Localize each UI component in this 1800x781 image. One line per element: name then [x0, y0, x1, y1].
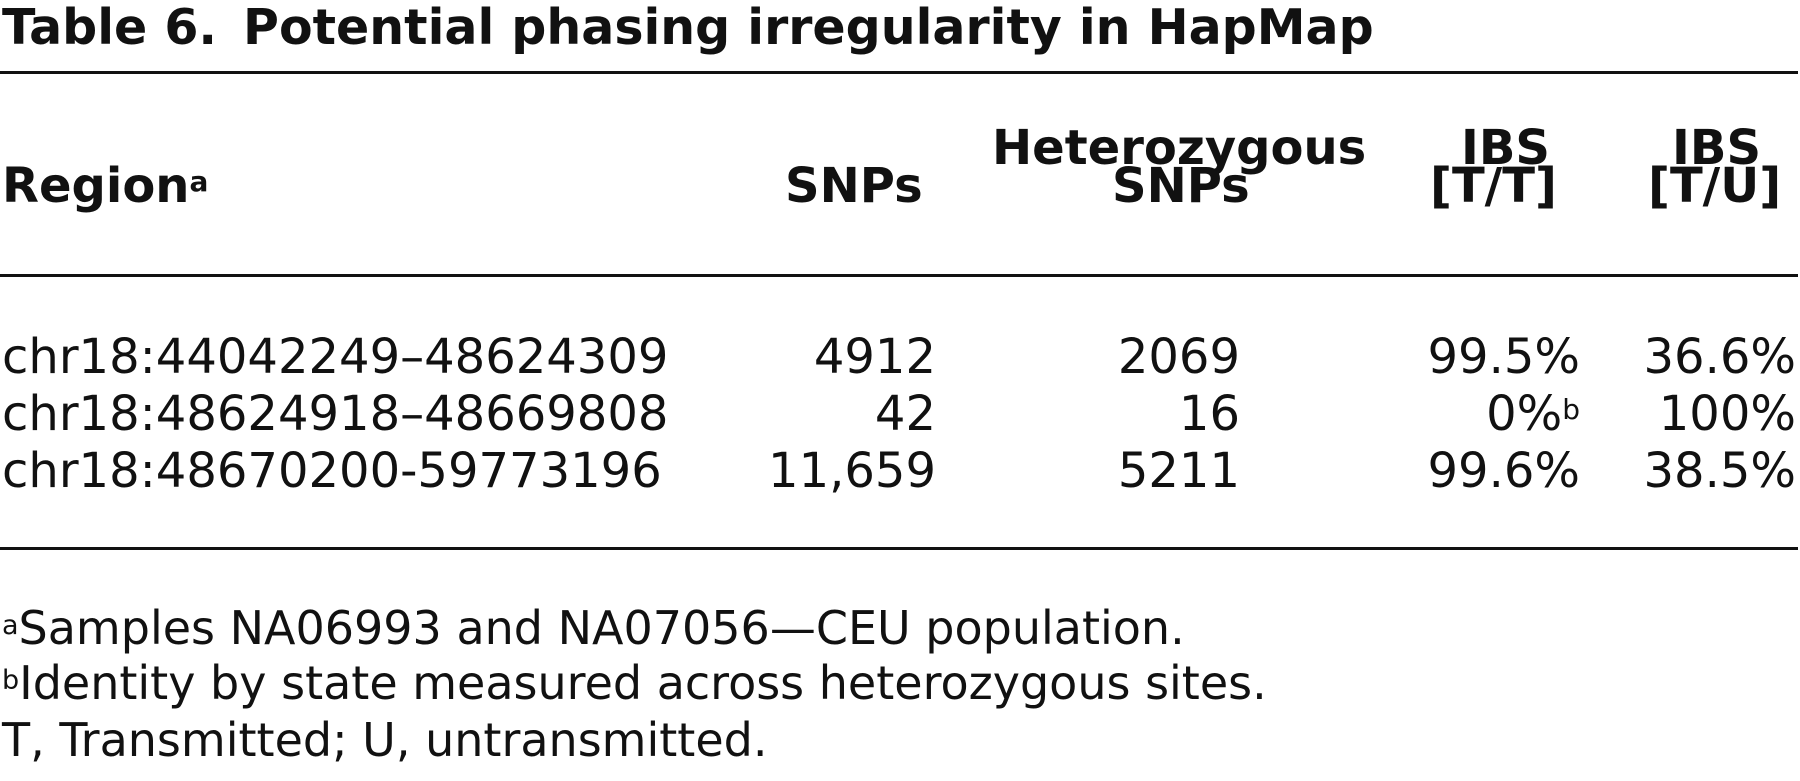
bottom-rule	[0, 547, 1798, 550]
header-het-line1: Heterozygous	[992, 120, 1367, 176]
cell-het: 16	[1178, 386, 1240, 442]
table-caption: Potential phasing irregularity in HapMap	[243, 0, 1374, 56]
cell-het: 5211	[1117, 443, 1240, 499]
ibs-tt-footnote-mark: b	[1562, 393, 1580, 426]
footnote-abbreviations: T, Transmitted; U, untransmitted.	[2, 713, 768, 767]
cell-ibs-tu: 38.5%	[1643, 443, 1796, 499]
footnote-b: bIdentity by state measured across heter…	[2, 656, 1267, 710]
cell-region: chr18:48670200-59773196	[2, 443, 662, 499]
cell-ibs-tu: 36.6%	[1643, 329, 1796, 385]
cell-snps: 42	[874, 386, 936, 442]
header-ibs-tu-line1: IBS	[1672, 120, 1762, 176]
header-ibs-tt-line2: [T/T]	[1430, 158, 1557, 214]
table-title: Table 6. Potential phasing irregularity i…	[2, 0, 1374, 56]
header-rule	[0, 274, 1798, 277]
cell-ibs-tu: 100%	[1658, 386, 1796, 442]
footnote-mark: b	[2, 665, 20, 696]
cell-snps: 4912	[813, 329, 936, 385]
cell-ibs-tt: 0%b	[1486, 386, 1580, 442]
footnote-a: aSamples NA06993 and NA07056—CEU populat…	[2, 601, 1185, 655]
cell-snps: 11,659	[768, 443, 936, 499]
cell-region: chr18:48624918–48669808	[2, 386, 669, 442]
header-region: Regiona	[2, 158, 209, 214]
footnote-mark: a	[2, 610, 19, 641]
header-het-line2: SNPs	[1112, 158, 1250, 214]
top-rule	[0, 71, 1798, 74]
cell-ibs-tt: 99.6%	[1427, 443, 1580, 499]
cell-het: 2069	[1117, 329, 1240, 385]
header-snps: SNPs	[785, 158, 923, 214]
cell-region: chr18:44042249–48624309	[2, 329, 669, 385]
header-region-footnote-mark: a	[189, 165, 209, 198]
cell-ibs-tt: 99.5%	[1427, 329, 1580, 385]
header-ibs-tt-line1: IBS	[1460, 120, 1550, 176]
table-label: Table 6.	[2, 0, 218, 56]
header-ibs-tu-line2: [T/U]	[1648, 158, 1782, 214]
